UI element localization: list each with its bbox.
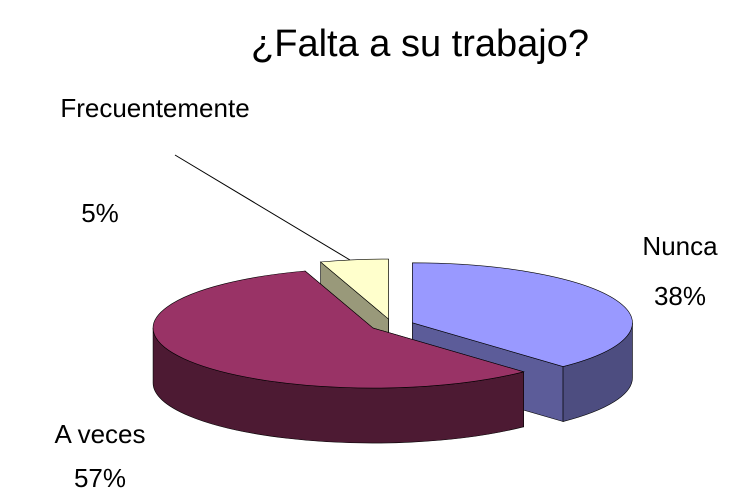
slice-label: A veces — [54, 419, 145, 449]
slice-value-label: 5% — [81, 198, 119, 228]
pie-slice — [319, 258, 389, 320]
chart-title: ¿Falta a su trabajo? — [251, 23, 589, 65]
pie-slice — [152, 270, 525, 389]
pie-slice — [412, 262, 633, 367]
leader-line — [174, 154, 351, 261]
slice-label: Nunca — [642, 231, 718, 261]
slice-value-label: 57% — [74, 463, 126, 493]
slice-label: Frecuentemente — [60, 93, 249, 123]
slice-value-label: 38% — [654, 281, 706, 311]
